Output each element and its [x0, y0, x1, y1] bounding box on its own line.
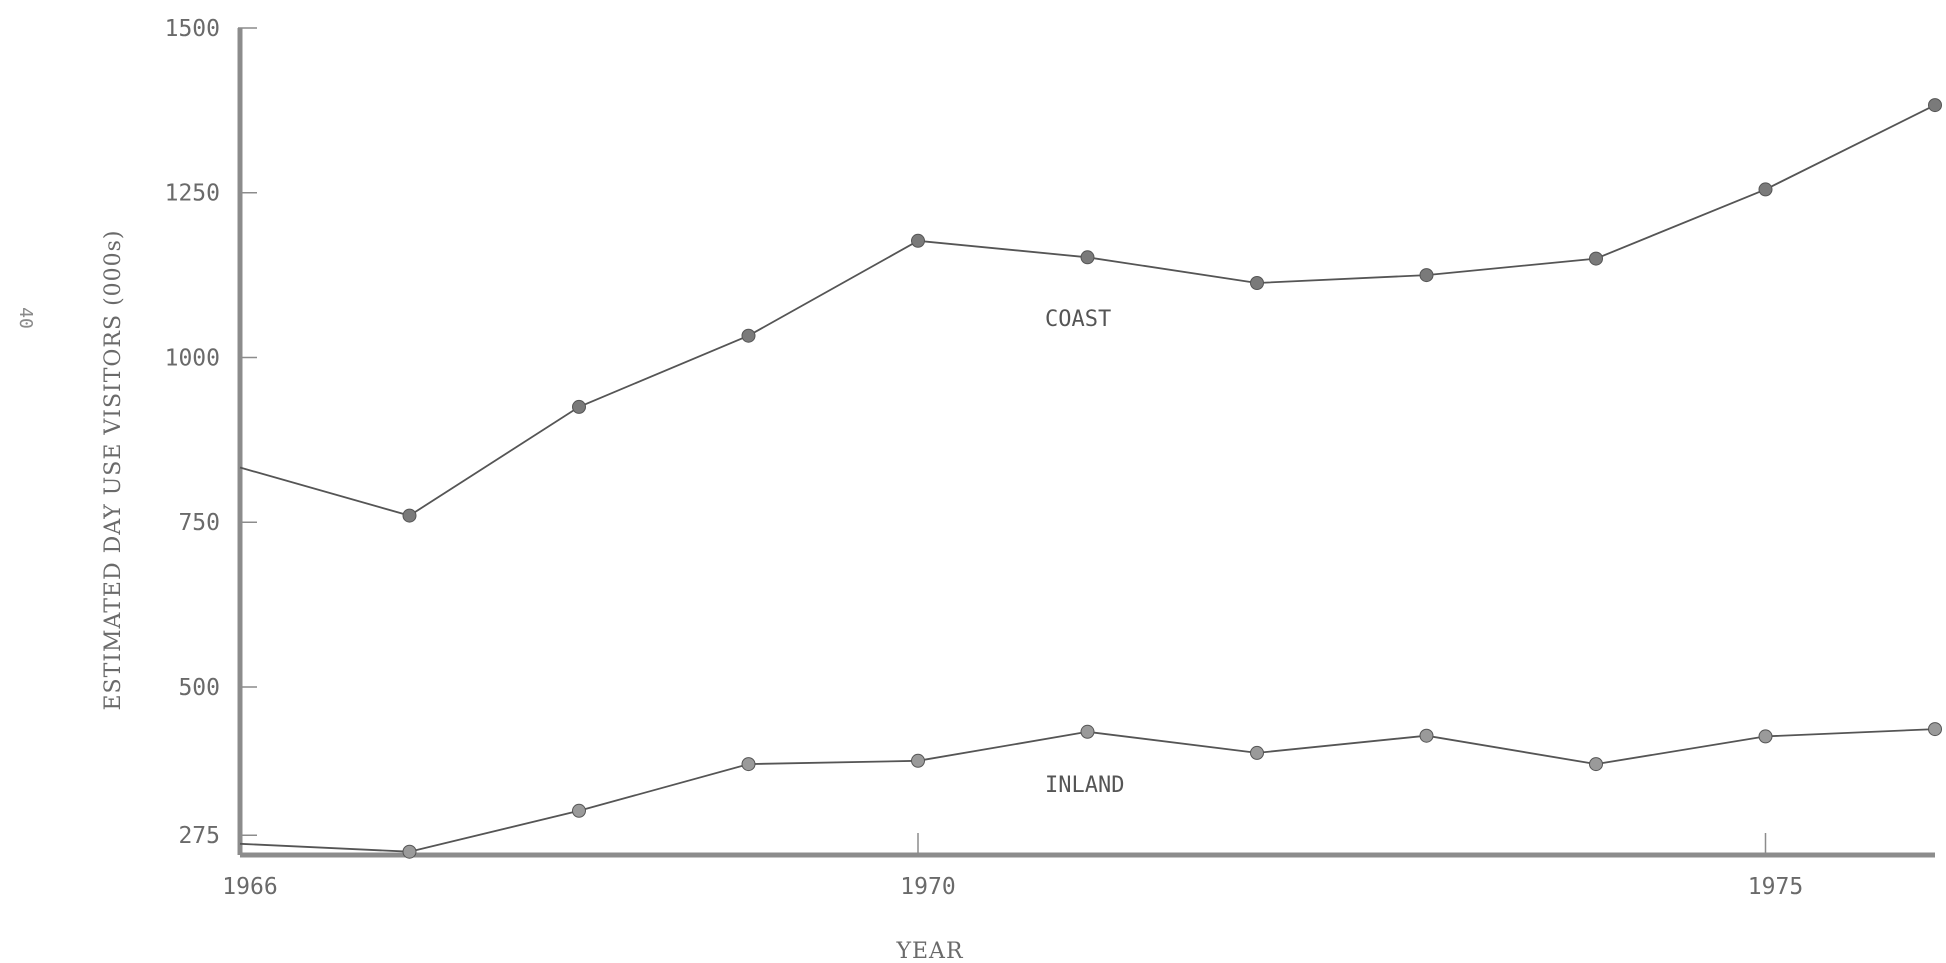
x-axis-title: YEAR — [895, 939, 963, 963]
data-point-inland — [1080, 724, 1095, 739]
data-point-inland — [1419, 728, 1434, 743]
y-tick-label: 1000 — [165, 345, 220, 371]
page-number: 40 — [15, 307, 36, 329]
data-point-coast — [402, 508, 417, 523]
data-point-inland — [1250, 745, 1264, 760]
data-point-coast — [572, 399, 586, 414]
data-point-coast — [1758, 182, 1773, 197]
y-tick-label: 275 — [178, 823, 220, 849]
y-ticks: 275 500 750 1000 1250 1500 — [165, 16, 257, 849]
data-point-coast — [741, 328, 756, 343]
data-point-coast — [1250, 276, 1264, 290]
y-tick-label: 1250 — [165, 181, 220, 207]
x-tick-label: 1970 — [900, 874, 955, 900]
data-point-inland — [572, 803, 586, 818]
x-tick-label: 1975 — [1748, 874, 1803, 900]
data-point-coast — [1928, 98, 1942, 113]
y-tick-label: 1500 — [165, 16, 220, 42]
data-point-coast — [1419, 268, 1434, 283]
series-label-coast: COAST — [1045, 307, 1111, 332]
series-layer — [239, 98, 1942, 859]
x-tick-label: 1966 — [222, 874, 277, 900]
data-point-inland — [911, 753, 925, 768]
y-axis-title: ESTIMATED DAY USE VISITORS (000s) — [101, 229, 126, 710]
x-ticks: 1966 1970 1975 — [222, 833, 1803, 900]
data-point-coast — [1589, 251, 1603, 266]
data-point-inland — [402, 844, 417, 859]
y-tick-label: 500 — [178, 675, 220, 701]
data-point-inland — [1928, 722, 1942, 737]
y-tick-label: 750 — [178, 510, 220, 536]
data-point-inland — [1758, 729, 1773, 744]
data-point-inland — [1589, 757, 1603, 772]
data-point-coast — [1080, 250, 1095, 265]
series-label-inland: INLAND — [1045, 773, 1124, 798]
data-point-inland — [741, 757, 756, 772]
data-point-coast — [911, 233, 925, 248]
